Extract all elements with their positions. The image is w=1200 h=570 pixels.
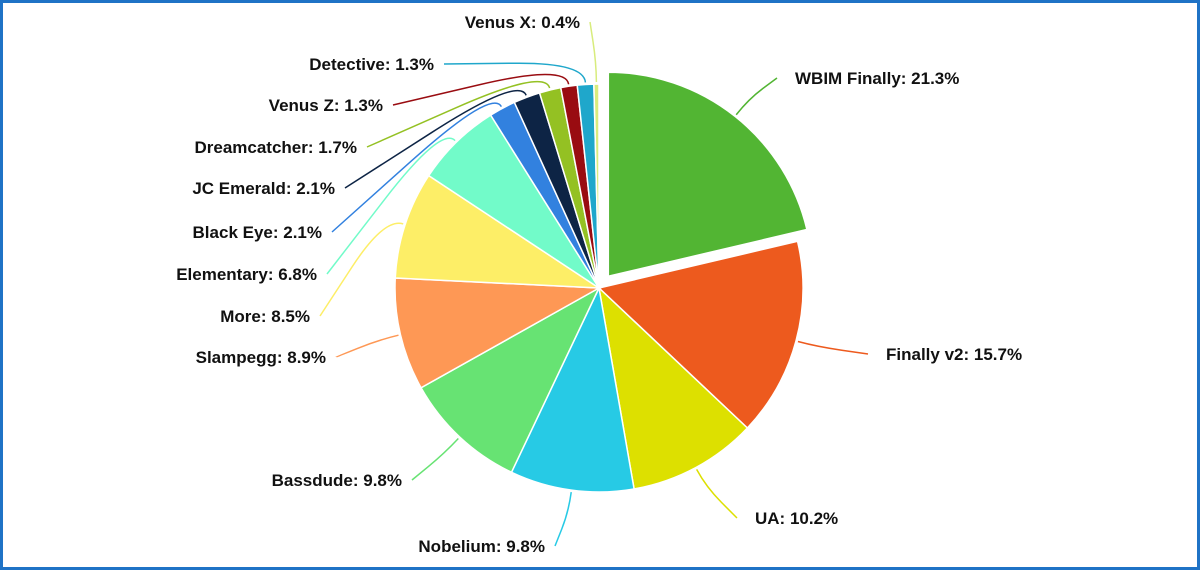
slice-label: Dreamcatcher: 1.7% (194, 138, 357, 157)
slice-label: Detective: 1.3% (309, 55, 434, 74)
pie-slice-nobelium (510, 285, 635, 493)
leader-line (331, 102, 503, 233)
pie-slice-wbim-finally (607, 71, 808, 278)
leader-line (344, 89, 527, 189)
slice-label: Black Eye: 2.1% (193, 223, 322, 242)
pie-slice-ua (597, 285, 749, 490)
leader-line (335, 334, 399, 358)
leader-line (554, 492, 572, 547)
leader-lines (319, 21, 869, 547)
slice-label: UA: 10.2% (755, 509, 838, 528)
slice-label: Bassdude: 9.8% (272, 471, 402, 490)
pie-slice-venus-x (593, 83, 600, 289)
pie-slice-slampegg (394, 277, 602, 389)
leader-line (797, 340, 869, 355)
leader-line (366, 80, 551, 148)
slice-label: Finally v2: 15.7% (886, 345, 1022, 364)
leader-line (319, 222, 404, 317)
slice-label: Venus Z: 1.3% (269, 96, 383, 115)
slice-label: Nobelium: 9.8% (418, 537, 545, 556)
slice-label: More: 8.5% (220, 307, 310, 326)
leader-line (326, 137, 456, 275)
slice-label: JC Emerald: 2.1% (192, 179, 335, 198)
leader-line (589, 21, 598, 83)
slice-label: Slampegg: 8.9% (196, 348, 326, 367)
leader-line (735, 77, 778, 116)
leader-line (443, 62, 587, 83)
leader-line (411, 437, 459, 481)
pie-slice-bassdude (420, 286, 601, 474)
slice-label: Elementary: 6.8% (176, 265, 317, 284)
slice-labels: WBIM Finally: 21.3% Finally v2: 15.7% UA: … (176, 13, 1022, 556)
slice-label: Venus X: 0.4% (465, 13, 580, 32)
leader-line (392, 73, 570, 106)
pie-slice-more (394, 174, 602, 289)
pie-slice-finally-v2 (597, 240, 804, 430)
pie-slices (394, 71, 808, 493)
slice-label: WBIM Finally: 21.3% (795, 69, 959, 88)
leader-line (695, 469, 738, 519)
